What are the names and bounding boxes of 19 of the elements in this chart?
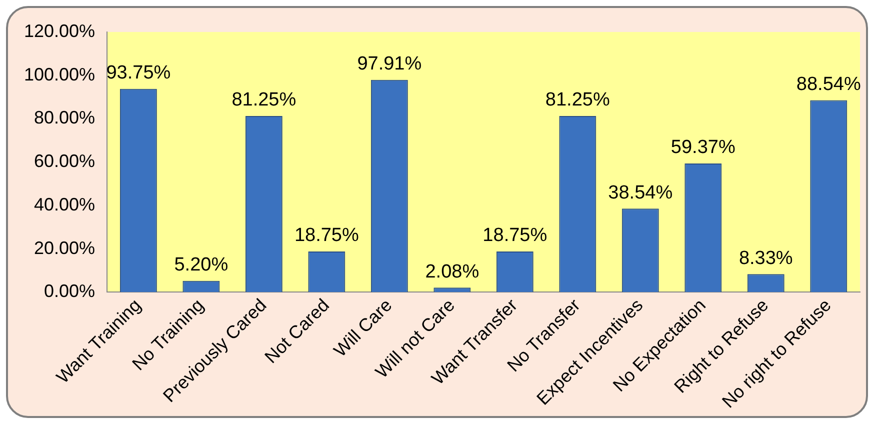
y-tick-label: 100.00% [24, 64, 96, 84]
y-tick-label: 80.00% [34, 108, 96, 128]
data-label: 5.20% [174, 254, 228, 276]
y-tick-label: 120.00% [24, 20, 96, 41]
data-label: 81.25% [232, 90, 296, 111]
data-label: 93.75% [106, 62, 171, 84]
data-label: 38.54% [608, 182, 673, 204]
y-tick-label: 60.00% [34, 151, 96, 172]
data-label: 2.08% [425, 261, 480, 282]
y-tick-label: 40.00% [34, 194, 96, 214]
data-label: 97.91% [357, 54, 422, 75]
y-tick-label: 0.00% [44, 281, 96, 302]
data-label: 18.75% [294, 225, 359, 246]
data-label: 88.54% [796, 74, 861, 95]
data-label: 8.33% [738, 248, 793, 269]
data-label: 18.75% [482, 225, 548, 246]
data-label: 81.25% [545, 90, 610, 111]
y-tick-label: 20.00% [34, 238, 96, 258]
data-label: 59.37% [670, 137, 736, 158]
